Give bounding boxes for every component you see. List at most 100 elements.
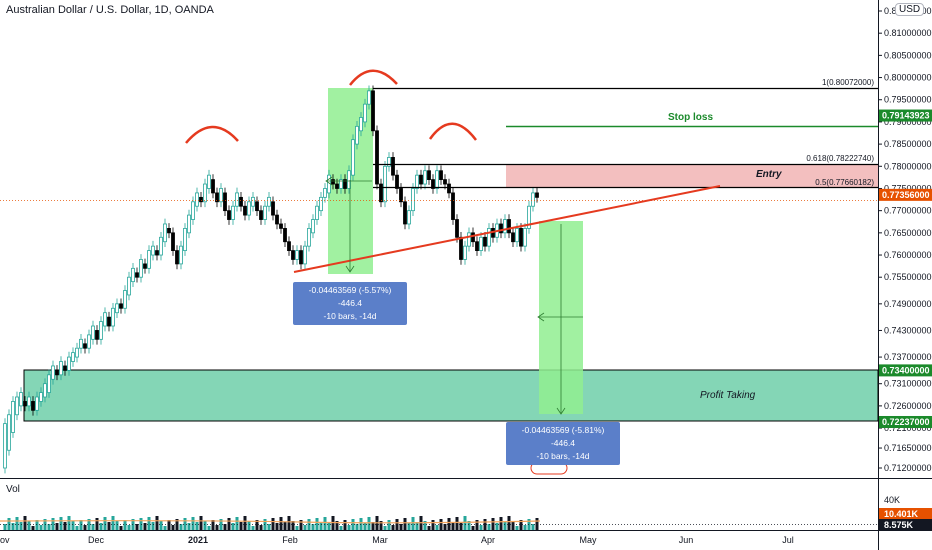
candle-body: [375, 130, 379, 185]
volume-bar: [91, 524, 95, 530]
candle-body: [387, 157, 391, 167]
volume-bar: [271, 518, 275, 530]
candle-body: [427, 170, 431, 181]
volume-bar: [359, 518, 363, 530]
volume-tag-1-label: 10.401K: [884, 509, 919, 519]
candle-body: [343, 179, 347, 189]
candle-body: [207, 174, 211, 189]
volume-series: [3, 516, 539, 530]
profit-taking-zone: [23, 369, 879, 422]
projection-measure-info: -0.04463569 (-5.81%) -446.4 -10 bars, -1…: [506, 422, 620, 465]
candle-body: [243, 205, 247, 216]
volume-bar: [387, 520, 391, 530]
candle-body: [367, 90, 371, 105]
volume-bar: [255, 520, 259, 530]
candle-body: [75, 347, 79, 358]
volume-tag-2: [879, 519, 932, 530]
price-axis-tick: 0.76000000: [884, 250, 932, 260]
candle-body: [99, 321, 103, 340]
candle-body: [475, 241, 479, 251]
volume-bar: [159, 521, 163, 530]
candle-body: [247, 201, 251, 216]
volume-bar: [407, 523, 411, 530]
volume-bar: [199, 516, 203, 530]
candle-body: [91, 325, 95, 340]
candle-body: [371, 90, 375, 132]
candle-body: [171, 232, 175, 251]
candle-body: [23, 401, 27, 407]
candle-body: [307, 228, 311, 247]
candle-body: [291, 250, 295, 260]
volume-bar: [523, 525, 527, 530]
price-axis-tick: 0.77000000: [884, 206, 932, 216]
volume-bar: [515, 526, 519, 530]
candle-body: [203, 183, 207, 203]
candle-body: [183, 228, 187, 251]
volume-bar: [275, 523, 279, 530]
candle-body: [55, 369, 59, 376]
candle-body: [167, 228, 171, 234]
candle-body: [483, 236, 487, 247]
volume-bar: [115, 521, 119, 530]
volume-bar: [223, 524, 227, 530]
volume-bar: [427, 526, 431, 530]
volume-bar: [203, 521, 207, 530]
price-axis-tick: 0.71200000: [884, 463, 932, 473]
candle-body: [323, 188, 327, 198]
volume-bar: [267, 524, 271, 530]
projection-measure-line1: -0.04463569 (-5.81%) -446.4: [521, 425, 605, 448]
volume-bar: [31, 526, 35, 530]
candle-body: [331, 179, 335, 185]
candle-body: [199, 196, 203, 203]
candle-body: [279, 223, 283, 229]
candle-body: [435, 170, 439, 189]
volume-bar: [519, 520, 523, 530]
volume-bar: [347, 525, 351, 530]
currency-badge[interactable]: USD: [895, 3, 925, 16]
volume-bar: [531, 524, 535, 530]
head-measure-arrowhead-left: [325, 176, 333, 186]
volume-bar: [499, 517, 503, 530]
candle-body: [211, 179, 215, 194]
volume-bar: [3, 524, 7, 530]
projection-measure-line2: -10 bars, -14d: [536, 451, 590, 461]
candle-body: [79, 338, 83, 349]
price-axis-tick: 0.74300000: [884, 325, 932, 335]
volume-bar: [63, 522, 67, 530]
candle-body: [63, 365, 67, 371]
candle-body: [503, 219, 507, 234]
volume-bar: [71, 521, 75, 530]
volume-bar: [463, 516, 467, 530]
time-axis-tick: Apr: [481, 535, 495, 545]
volume-bar: [383, 526, 387, 530]
volume-bar: [471, 526, 475, 530]
candle-body: [379, 183, 383, 203]
volume-bar: [291, 521, 295, 530]
volume-bar: [79, 520, 83, 530]
volume-bar: [503, 522, 507, 530]
candle-body: [179, 245, 183, 265]
volume-bar: [127, 525, 131, 530]
left-shoulder-arc: [185, 125, 239, 144]
volume-bar: [55, 523, 59, 530]
candle-body: [499, 223, 503, 234]
volume-bar: [451, 523, 455, 530]
volume-bar: [475, 520, 479, 530]
time-axis-tick: ov: [0, 535, 10, 545]
candle-body: [255, 201, 259, 212]
candle-body: [519, 228, 523, 247]
volume-bar: [51, 518, 55, 530]
candle-body: [275, 214, 279, 225]
candle-body: [531, 192, 535, 207]
candle-body: [319, 196, 323, 212]
volume-bar: [35, 520, 39, 530]
candle-body: [443, 179, 447, 185]
candle-body: [163, 223, 167, 243]
price-axis-tick: 0.74900000: [884, 299, 932, 309]
candle-body: [135, 272, 139, 278]
volume-bar: [479, 525, 483, 530]
volume-bar: [87, 519, 91, 530]
candle-body: [447, 183, 451, 194]
candle-body: [19, 392, 23, 407]
